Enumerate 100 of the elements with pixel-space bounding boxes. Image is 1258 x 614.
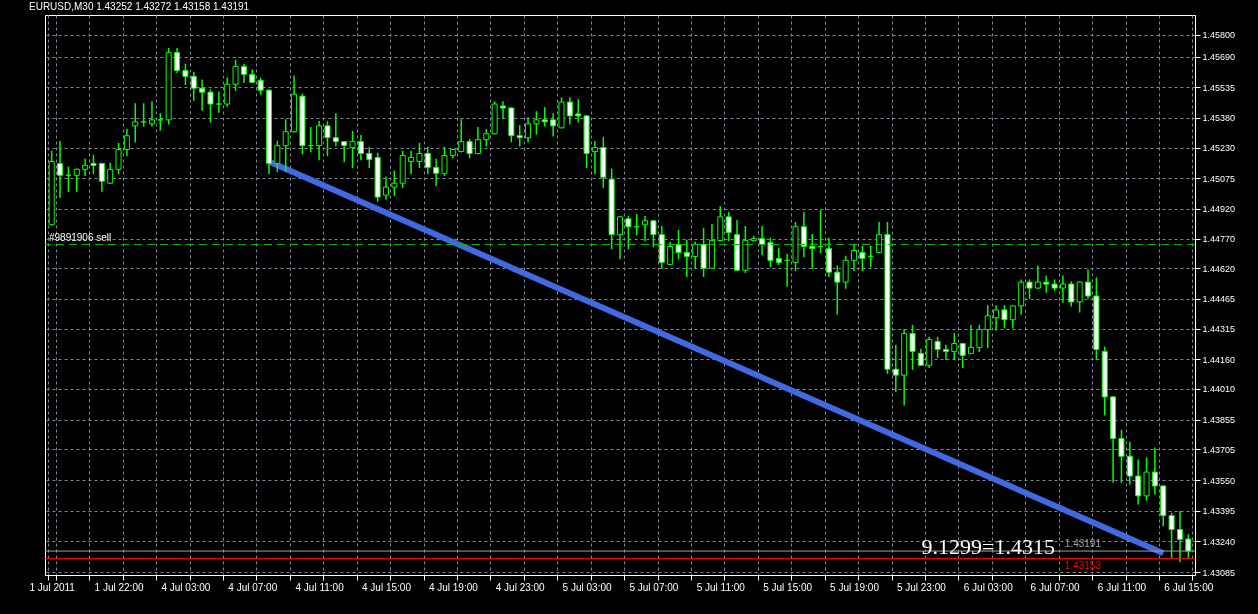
y-tick-label: 1.45535 [1202,82,1236,93]
candlestick [182,63,189,86]
candlestick [57,140,64,198]
candlestick [700,227,707,277]
y-tick-label: 1.44315 [1202,324,1236,335]
candlestick [976,324,983,353]
candlestick [892,344,899,392]
x-tick-label: 6 Jul 11:00 [1097,581,1147,593]
candlestick [851,243,858,272]
candlestick [717,206,724,242]
candlestick [942,344,949,361]
candlestick [876,222,883,254]
candlestick [800,212,807,258]
candlestick [341,140,348,163]
candlestick [391,170,398,196]
candlestick [909,324,916,370]
candlestick [859,245,866,272]
candlestick [525,117,532,143]
candlestick [1151,447,1158,495]
candlestick [550,113,557,137]
candlestick [357,134,364,161]
x-tick-label: 6 Jul 03:00 [963,581,1014,593]
y-tick-label: 1.45380 [1202,113,1236,124]
x-tick-label: 1 Jul 22:00 [94,581,144,593]
y-tick-label: 1.45690 [1202,52,1236,63]
candlestick [951,332,958,361]
candlestick [1059,275,1066,303]
candlestick [616,216,624,260]
y-tick-label: 1.43855 [1202,415,1236,426]
candlestick [207,89,214,123]
candlestick [324,121,331,157]
candlestick [132,103,139,143]
candlestick [416,142,423,169]
candlestick [809,233,816,270]
candlestick [692,241,699,270]
candlestick [591,140,598,175]
candlestick [1009,305,1016,329]
candlestick [349,131,356,169]
candlestick [1143,457,1150,501]
candlestick [1085,269,1092,299]
x-tick-label: 4 Jul 19:00 [428,581,479,593]
candlestick [533,111,540,135]
candlestick [683,239,690,277]
candlestick [1034,265,1041,289]
y-tick-label: 1.44160 [1202,354,1236,365]
y-tick-label: 1.44770 [1202,234,1236,245]
candlestick [224,77,231,107]
y-tick-label: 1.43705 [1202,444,1236,455]
candlestick [675,229,682,260]
candlestick [115,142,122,175]
candlestick [1126,441,1133,485]
y-tick-label: 1.43085 [1202,567,1236,578]
candlestick [382,176,389,200]
candlestick [984,305,991,349]
ref-line-label: #9891906 sell [49,231,112,243]
candlestick [842,255,849,289]
candlestick [1185,534,1192,559]
candlestick [199,79,206,111]
candlestick [725,212,732,242]
y-tick-label: 1.44465 [1202,294,1236,305]
candlestick [316,121,323,161]
ref-line-label: 1.43191 [1064,538,1102,550]
candlestick [834,265,841,315]
x-tick-label: 6 Jul 15:00 [1164,581,1214,593]
candlestick [232,59,239,91]
x-tick-label: 4 Jul 07:00 [228,581,278,593]
candlestick [575,99,582,123]
candlestick [332,113,339,147]
candlestick [516,125,523,147]
x-tick-label: 5 Jul 11:00 [696,581,746,593]
candlestick [993,305,1000,331]
candlestick [825,237,832,277]
candlestick [1001,305,1008,329]
candlestick [123,129,130,157]
annotation: 9.1299=1.4315 [921,534,1055,559]
candlestick [767,237,774,268]
candlestick [474,127,481,155]
candlestick [1135,459,1142,505]
x-tick-label: 5 Jul 15:00 [763,581,813,593]
candlestick [458,119,465,153]
x-tick-label: 4 Jul 15:00 [362,581,412,593]
candlestick [282,119,289,173]
candlestick [667,241,674,266]
candlestick [968,324,975,355]
candlestick [642,216,649,242]
candlestick [107,162,114,184]
candlestick [1076,281,1083,313]
candlestick [650,220,657,248]
candlestick [408,150,415,175]
x-tick-label: 4 Jul 11:00 [295,581,345,593]
x-tick-label: 4 Jul 23:00 [495,581,546,593]
candlestick [499,101,506,119]
y-tick-label: 1.43395 [1202,506,1236,517]
candlestick [98,162,105,192]
candlestick [140,103,147,127]
y-tick-label: 1.44920 [1202,204,1236,215]
x-tick-label: 5 Jul 03:00 [562,581,612,593]
candlestick [424,146,431,175]
candlestick [625,216,632,250]
y-tick-label: 1.43550 [1202,475,1236,486]
